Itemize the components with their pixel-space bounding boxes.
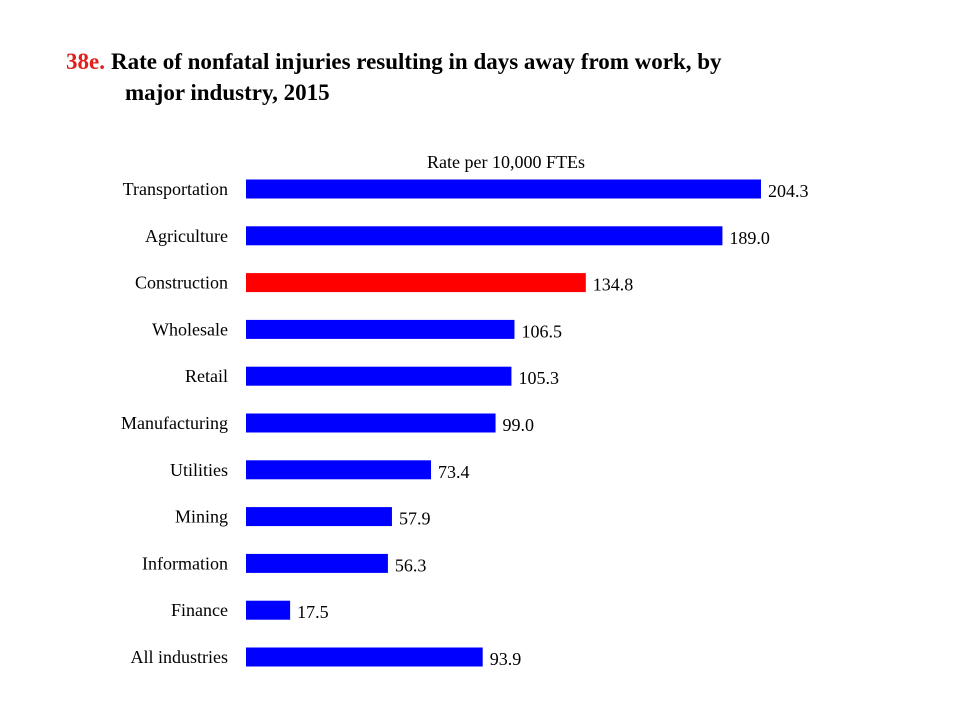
figure-number: 38e. — [66, 49, 105, 74]
bar-all-industries — [246, 647, 483, 667]
value-label-all-industries: 93.9 — [490, 649, 522, 669]
value-label-retail: 105.3 — [518, 368, 559, 388]
value-label-mining: 57.9 — [399, 509, 431, 529]
category-label-utilities: Utilities — [170, 460, 228, 480]
bar-wholesale — [246, 319, 515, 339]
value-label-information: 56.3 — [395, 555, 427, 575]
value-label-finance: 17.5 — [297, 602, 329, 622]
bar-information — [246, 553, 388, 573]
bar-construction — [246, 273, 586, 293]
bar-mining — [246, 507, 392, 527]
bar-finance — [246, 600, 291, 620]
category-label-agriculture: Agriculture — [145, 226, 228, 246]
category-label-retail: Retail — [185, 366, 228, 386]
bars: Transportation 204.3 Agriculture 189.0 Const… — [121, 179, 808, 669]
bar-manufacturing — [246, 413, 496, 433]
category-label-information: Information — [142, 553, 228, 573]
bar-agriculture — [246, 226, 723, 246]
value-label-wholesale: 106.5 — [521, 321, 562, 341]
bar-retail — [246, 366, 512, 386]
category-label-all-industries: All industries — [131, 647, 229, 667]
chart-title: 38e. Rate of nonfatal injuries resulting … — [66, 46, 926, 108]
title-line-2: major industry, 2015 — [125, 80, 330, 105]
category-label-mining: Mining — [175, 507, 228, 527]
bar-utilities — [246, 460, 432, 480]
value-label-manufacturing: 99.0 — [503, 415, 534, 435]
value-label-construction: 134.8 — [593, 275, 634, 295]
x-axis-label: Rate per 10,000 FTEs — [427, 152, 585, 172]
category-label-transportation: Transportation — [123, 179, 228, 199]
value-label-utilities: 73.4 — [438, 462, 470, 482]
category-label-finance: Finance — [171, 600, 228, 620]
category-label-manufacturing: Manufacturing — [121, 413, 228, 433]
bar-transportation — [246, 179, 761, 199]
value-label-agriculture: 189.0 — [729, 228, 770, 248]
category-label-wholesale: Wholesale — [152, 319, 228, 339]
category-label-construction: Construction — [135, 273, 228, 293]
title-line-1: Rate of nonfatal injuries resulting in d… — [110, 49, 722, 74]
value-label-transportation: 204.3 — [768, 181, 809, 201]
